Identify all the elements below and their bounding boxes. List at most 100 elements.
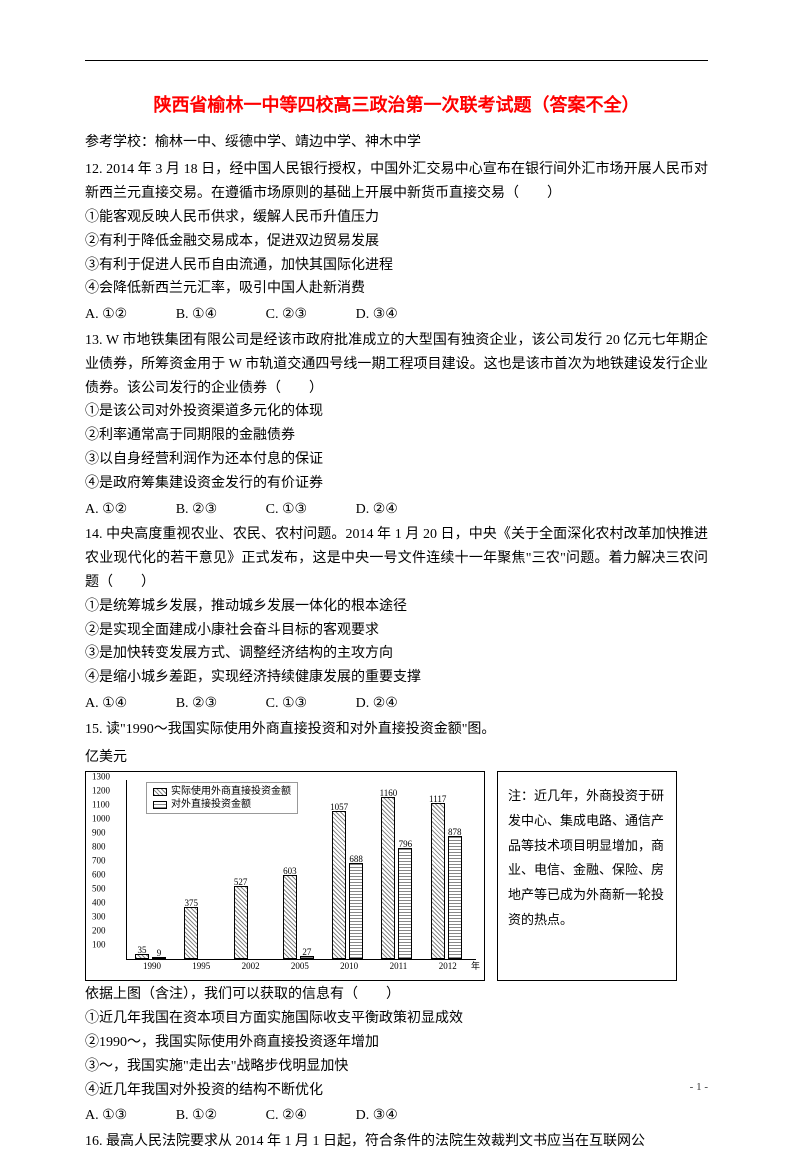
q12-choice-c: C. ②③ [266, 303, 307, 327]
chart-bar: 375 [184, 907, 198, 960]
chart-bar-value: 35 [138, 943, 147, 958]
q13-stem: 13. W 市地铁集团有限公司是经该市政府批准成立的大型国有独资企业，该公司发行… [85, 329, 708, 400]
q12-choice-d: D. ③④ [356, 303, 398, 327]
chart-ytick: 400 [92, 896, 106, 911]
chart-ytick: 600 [92, 868, 106, 883]
chart-bar-value: 878 [448, 825, 462, 840]
chart-and-note-row: 实际使用外商直接投资金额 对外直接投资金额 年 1002003004005006… [85, 771, 708, 981]
chart-yaxis-label: 亿美元 [85, 746, 708, 770]
q12-opt1: ①能客观反映人民币供求，缓解人民币升值压力 [85, 206, 708, 230]
chart-ytick: 500 [92, 882, 106, 897]
chart-ytick: 300 [92, 910, 106, 925]
q13-choice-b: B. ②③ [176, 498, 217, 522]
q12-opt3: ③有利于促进人民币自由流通，加快其国际化进程 [85, 254, 708, 278]
top-border-line [85, 60, 708, 61]
q14-choice-d: D. ②④ [356, 692, 398, 716]
chart-bar: 1160 [381, 797, 395, 959]
q14-choice-b: B. ②③ [176, 692, 217, 716]
q15-opt4: ④近几年我国对外投资的结构不断优化 [85, 1079, 708, 1103]
question-13: 13. W 市地铁集团有限公司是经该市政府批准成立的大型国有独资企业，该公司发行… [85, 329, 708, 521]
reference-schools: 参考学校：榆林一中、绥德中学、靖边中学、神木中学 [85, 131, 708, 155]
chart-xcategory: 2005 [291, 959, 309, 974]
q15-stem: 15. 读"1990～我国实际使用外商直接投资和对外直接投资金额"图。 [85, 718, 708, 742]
q13-choice-a: A. ①② [85, 498, 127, 522]
chart-ytick: 800 [92, 840, 106, 855]
chart-bar: 603 [283, 875, 297, 959]
q16-stem: 16. 最高人民法院要求从 2014 年 1 月 1 日起，符合条件的法院生效裁… [85, 1130, 708, 1154]
q15-opt3: ③～，我国实施"走出去"战略步伐明显加快 [85, 1055, 708, 1079]
chart-xcategory: 2011 [390, 959, 408, 974]
chart-bar: 1117 [431, 803, 445, 959]
chart-bar-group: 603272005 [283, 875, 317, 959]
q14-choices: A. ①④ B. ②③ C. ①③ D. ②④ [85, 692, 708, 716]
chart-bar-value: 527 [234, 875, 248, 890]
chart-bar: 878 [448, 836, 462, 959]
q12-choice-b: B. ①④ [176, 303, 217, 327]
q15-opt2: ②1990～，我国实际使用外商直接投资逐年增加 [85, 1031, 708, 1055]
q15-opt1: ①近几年我国在资本项目方面实施国际收支平衡政策初显成效 [85, 1007, 708, 1031]
chart-bar-value: 27 [302, 945, 311, 960]
q15-choice-d: D. ③④ [356, 1104, 398, 1128]
chart-x-suffix: 年 [471, 959, 480, 974]
q14-opt4: ④是缩小城乡差距，实现经济持续健康发展的重要支撑 [85, 666, 708, 690]
chart-xcategory: 1995 [192, 959, 210, 974]
question-14: 14. 中央高度重视农业、农民、农村问题。2014 年 1 月 20 日，中央《… [85, 523, 708, 715]
q15-choice-c: C. ②④ [266, 1104, 307, 1128]
q13-choices: A. ①② B. ②③ C. ①③ D. ②④ [85, 498, 708, 522]
chart-bar-group: 3751995 [184, 907, 218, 960]
q14-opt1: ①是统筹城乡发展，推动城乡发展一体化的根本途径 [85, 595, 708, 619]
chart-bar-group: 5272002 [234, 886, 268, 960]
chart-ytick: 1100 [92, 798, 110, 813]
page-number: - 1 - [690, 1078, 708, 1097]
q14-stem: 14. 中央高度重视农业、农民、农村问题。2014 年 1 月 20 日，中央《… [85, 523, 708, 594]
chart-bar: 796 [398, 848, 412, 959]
chart-bar-value: 1117 [429, 792, 446, 807]
document-title: 陕西省榆林一中等四校高三政治第一次联考试题（答案不全） [85, 90, 708, 121]
q15-choice-a: A. ①③ [85, 1104, 127, 1128]
q15-choices: A. ①③ B. ①② C. ②④ D. ③④ [85, 1104, 708, 1128]
chart-bar-value: 1057 [330, 800, 348, 815]
chart-ytick: 700 [92, 854, 106, 869]
chart-bar-group: 10576882010 [332, 811, 366, 959]
chart-ytick: 200 [92, 924, 106, 939]
q15-choice-b: B. ①② [176, 1104, 217, 1128]
chart-xcategory: 2012 [439, 959, 457, 974]
chart-bar: 688 [349, 863, 363, 959]
investment-bar-chart: 实际使用外商直接投资金额 对外直接投资金额 年 1002003004005006… [85, 771, 485, 981]
chart-bar-value: 375 [185, 896, 199, 911]
q13-choice-d: D. ②④ [356, 498, 398, 522]
q13-opt2: ②利率通常高于同期限的金融债券 [85, 424, 708, 448]
chart-xcategory: 2010 [340, 959, 358, 974]
q13-opt1: ①是该公司对外投资渠道多元化的体现 [85, 400, 708, 424]
q14-opt3: ③是加快转变发展方式、调整经济结构的主攻方向 [85, 642, 708, 666]
chart-bar-group: 11178782012 [431, 803, 465, 959]
q13-opt3: ③以自身经营利润作为还本付息的保证 [85, 448, 708, 472]
q14-opt2: ②是实现全面建成小康社会奋斗目标的客观要求 [85, 619, 708, 643]
chart-xcategory: 2002 [242, 959, 260, 974]
q12-choices: A. ①② B. ①④ C. ②③ D. ③④ [85, 303, 708, 327]
chart-bar-value: 1160 [380, 786, 398, 801]
chart-ytick: 1200 [92, 784, 110, 799]
chart-note-box: 注：近几年，外商投资于研发中心、集成电路、通信产品等技术项目明显增加，商业、电信… [497, 771, 677, 981]
chart-ytick: 1000 [92, 812, 110, 827]
question-12: 12. 2014 年 3 月 18 日，经中国人民银行授权，中国外汇交易中心宣布… [85, 158, 708, 327]
q12-stem: 12. 2014 年 3 月 18 日，经中国人民银行授权，中国外汇交易中心宣布… [85, 158, 708, 206]
q12-opt2: ②有利于降低金融交易成本，促进双边贸易发展 [85, 230, 708, 254]
chart-bar-group: 3591990 [135, 954, 169, 959]
q12-opt4: ④会降低新西兰元汇率，吸引中国人赴新消费 [85, 277, 708, 301]
chart-plot-area: 年 10020030040050060070080090010001100120… [126, 780, 476, 960]
chart-bar-value: 796 [399, 837, 413, 852]
chart-ytick: 1300 [92, 770, 110, 785]
chart-ytick: 900 [92, 826, 106, 841]
q14-choice-c: C. ①③ [266, 692, 307, 716]
chart-bar: 1057 [332, 811, 346, 959]
chart-bar-value: 603 [283, 864, 297, 879]
q15-after: 依据上图（含注），我们可以获取的信息有（ ） [85, 983, 708, 1007]
q13-opt4: ④是政府筹集建设资金发行的有价证券 [85, 472, 708, 496]
chart-bar-value: 688 [349, 852, 363, 867]
chart-ytick: 100 [92, 938, 106, 953]
chart-xcategory: 1990 [143, 959, 161, 974]
chart-bar-group: 11607962011 [381, 797, 415, 959]
q14-choice-a: A. ①④ [85, 692, 127, 716]
question-15: 15. 读"1990～我国实际使用外商直接投资和对外直接投资金额"图。 亿美元 … [85, 718, 708, 1128]
